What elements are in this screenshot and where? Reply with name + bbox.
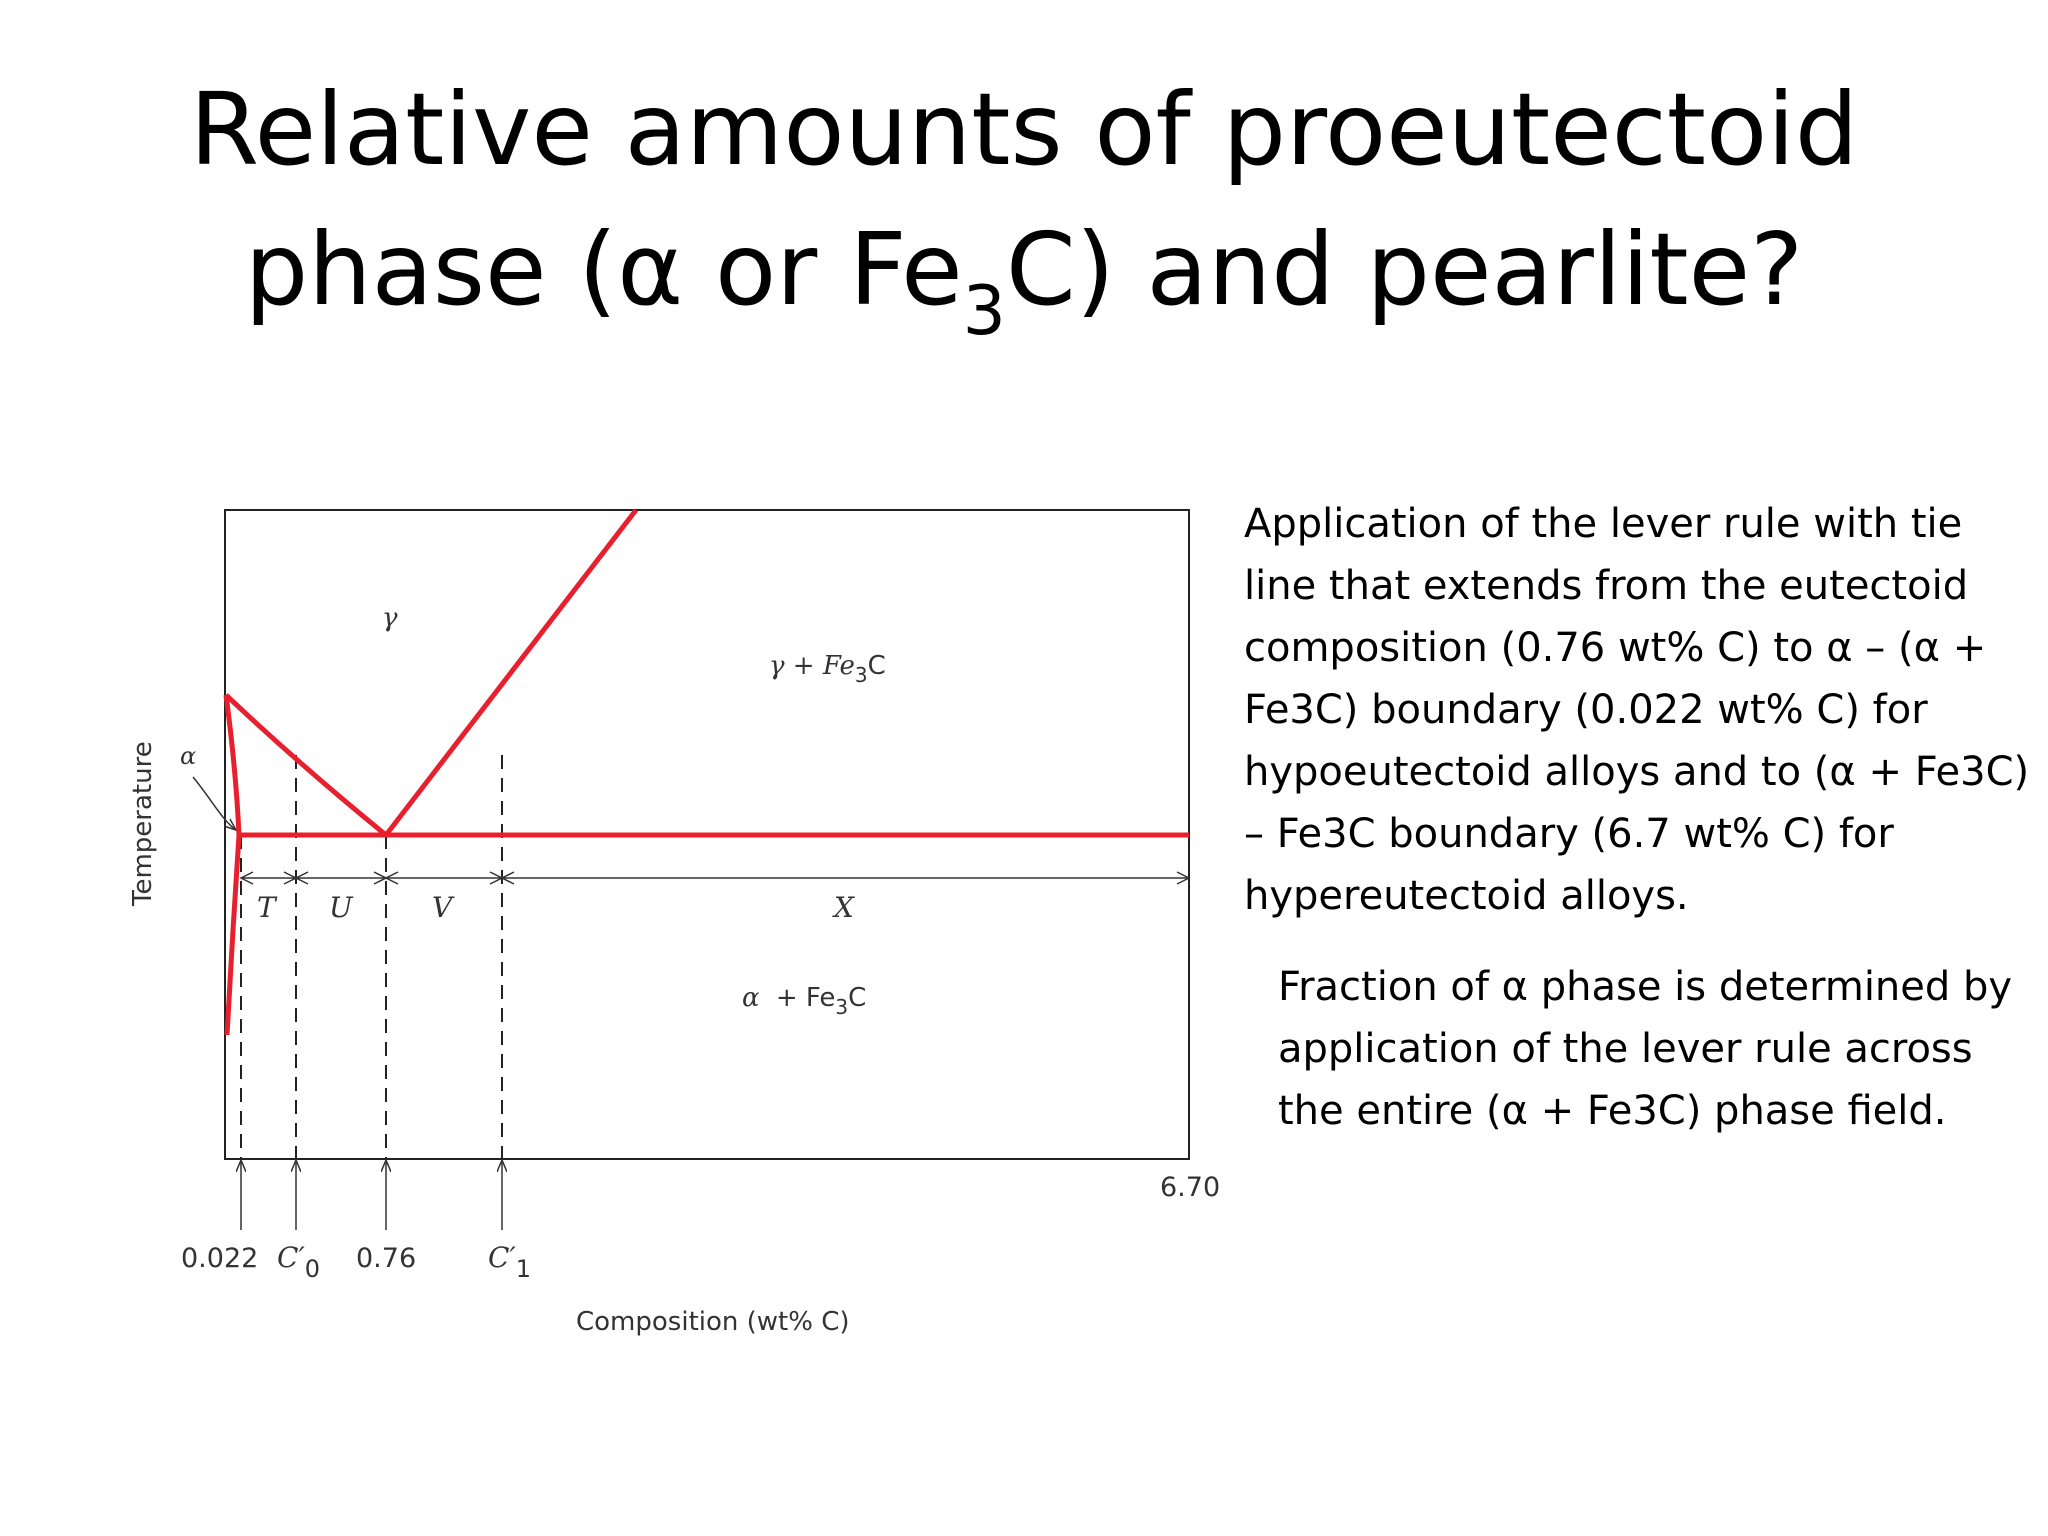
alpha-leader-arrowhead — [223, 818, 238, 832]
segment-label-x: X — [832, 891, 855, 924]
alpha-gamma-boundary — [223, 694, 242, 836]
title-line-2-end: C) and pearlite? — [1005, 211, 1804, 328]
tick-label-c1: C′1 — [488, 1241, 531, 1283]
region-gamma-fe3c: γ + Fe3C — [769, 651, 886, 687]
tick-label-c1-prime: ′ — [509, 1241, 516, 1274]
region-alpha-fe3c-sub: 3 — [835, 995, 848, 1019]
alpha-solvus — [224, 834, 242, 1036]
tick-label-076: 0.76 — [356, 1243, 416, 1274]
lever-rule-paragraph: Application of the lever rule with tie l… — [1244, 501, 2030, 919]
tick-label-c0-sub: 0 — [305, 1255, 320, 1283]
title-subscript: 3 — [962, 272, 1006, 351]
composition-markers — [240, 755, 503, 1159]
title-line-2-start: phase (α or Fe — [244, 211, 963, 328]
region-gamma-fe3c-sub: 3 — [855, 663, 868, 687]
region-gamma: γ — [382, 603, 398, 633]
region-alpha-fe3c: α + Fe3C — [742, 983, 866, 1019]
segment-tick-c1-right — [500, 871, 515, 885]
tick-label-0022: 0.022 — [181, 1243, 258, 1274]
x-axis-label: Composition (wt% C) — [576, 1307, 850, 1337]
segment-tick-end — [1176, 871, 1191, 885]
segment-tick-0022 — [239, 871, 254, 885]
acm-boundary — [384, 508, 638, 837]
region-gamma-fe3c-end: C — [868, 651, 886, 681]
phase-boundaries — [223, 508, 1189, 1036]
y-axis-label: Temperature — [128, 741, 158, 907]
region-alpha: α — [180, 742, 196, 770]
tick-label-c0-prime: ′ — [298, 1241, 305, 1274]
alpha-fraction-paragraph: Fraction of α phase is determined by app… — [1278, 964, 2013, 1134]
segment-label-t: T — [257, 891, 278, 924]
title-line-1: Relative amounts of proeutectoid — [189, 71, 1859, 188]
region-alpha-fe3c-start: + Fe — [768, 983, 836, 1013]
alpha-leader-arrow — [192, 776, 237, 831]
gamma-alpha-boundary — [224, 693, 388, 837]
segment-label-u: U — [329, 891, 354, 924]
segment-label-v: V — [432, 891, 455, 924]
region-alpha-fe3c-alpha: α — [742, 983, 760, 1013]
title-line-2: phase (α or Fe3C) and pearlite? — [244, 211, 1804, 346]
segment-tick-076-right — [384, 871, 399, 885]
tick-label-c0-letter: C — [277, 1241, 298, 1274]
tick-label-670: 6.70 — [1160, 1172, 1220, 1203]
region-alpha-fe3c-end: C — [848, 983, 866, 1013]
tick-label-c0: C′0 — [277, 1241, 320, 1283]
tick-label-c1-letter: C — [488, 1241, 509, 1274]
region-gamma-fe3c-start: γ + Fe — [769, 651, 855, 681]
slide-title: Relative amounts of proeutectoid phase (… — [0, 60, 2048, 346]
segment-tick-c0-right — [294, 871, 309, 885]
tick-label-c1-sub: 1 — [516, 1255, 531, 1283]
